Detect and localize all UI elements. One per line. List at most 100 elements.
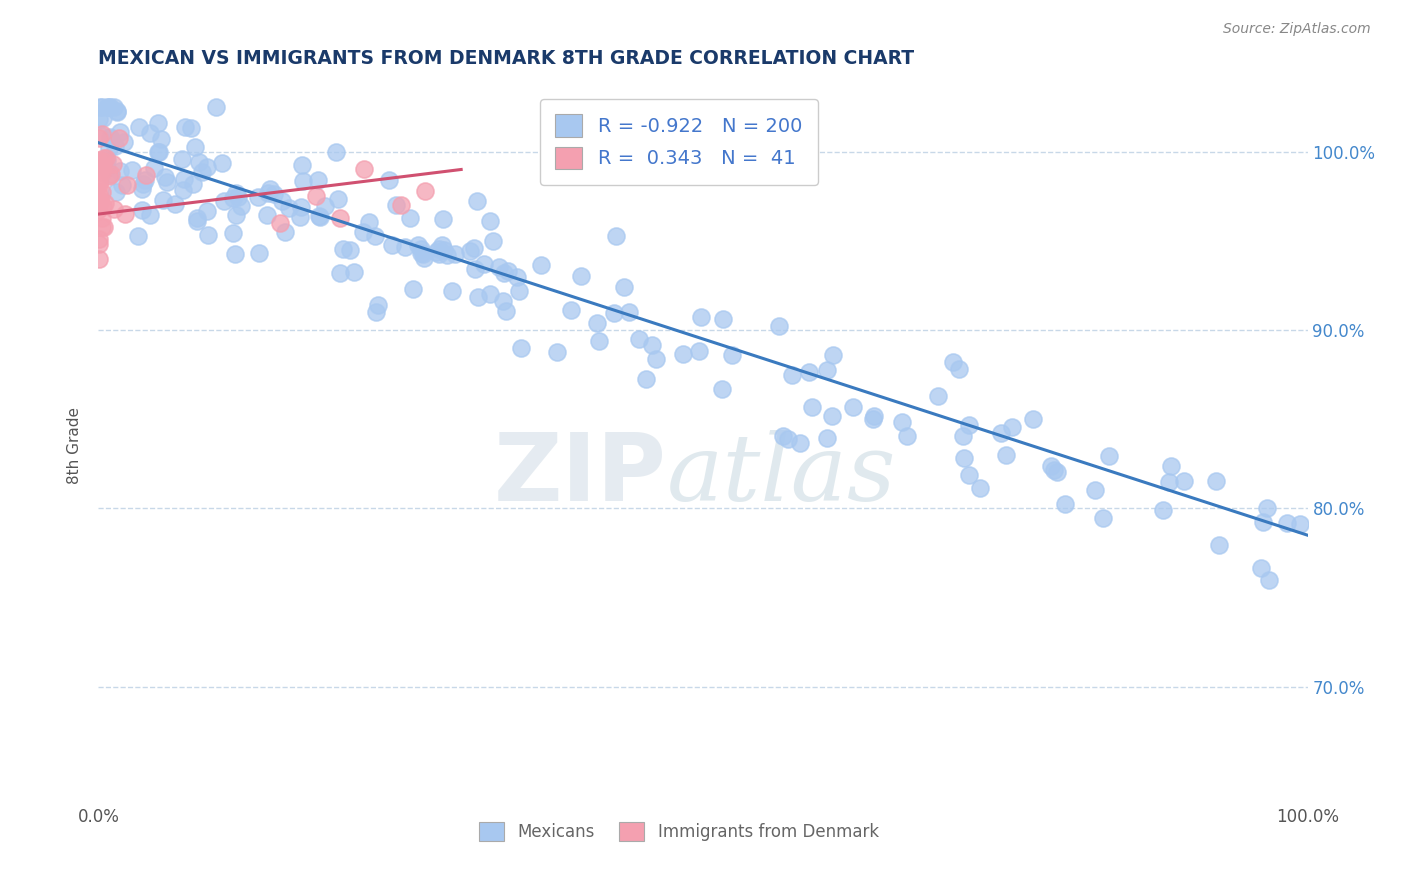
Point: [605, 229, 627, 244]
Point: [87, 175, 110, 189]
Point: [229, 199, 252, 213]
Point: [546, 344, 568, 359]
Point: [148, 145, 170, 160]
Point: [481, 235, 503, 249]
Point: [222, 226, 245, 240]
Point: [94, 196, 117, 211]
Point: [128, 120, 150, 135]
Point: [172, 183, 194, 197]
Point: [127, 228, 149, 243]
Point: [173, 171, 195, 186]
Point: [183, 177, 205, 191]
Point: [990, 425, 1012, 440]
Point: [464, 261, 486, 276]
Point: [87, 178, 110, 192]
Point: [259, 182, 281, 196]
Point: [90, 185, 112, 199]
Point: [458, 244, 481, 258]
Point: [381, 238, 404, 252]
Point: [440, 284, 463, 298]
Point: [186, 214, 208, 228]
Point: [256, 208, 278, 222]
Point: [134, 173, 156, 187]
Point: [107, 104, 129, 119]
Point: [569, 268, 592, 283]
Point: [430, 238, 453, 252]
Point: [613, 279, 636, 293]
Point: [180, 121, 202, 136]
Point: [87, 153, 110, 168]
Point: [135, 168, 157, 182]
Point: [222, 190, 245, 204]
Point: [110, 125, 132, 139]
Point: [603, 306, 626, 320]
Point: [406, 238, 429, 252]
Point: [427, 242, 450, 256]
Point: [103, 157, 125, 171]
Point: [326, 192, 349, 206]
Point: [711, 311, 734, 326]
Point: [799, 365, 821, 379]
Point: [186, 211, 208, 225]
Point: [433, 243, 456, 257]
Point: [270, 194, 292, 208]
Point: [87, 236, 110, 251]
Point: [1277, 516, 1299, 530]
Point: [91, 211, 114, 225]
Point: [274, 225, 297, 239]
Point: [112, 135, 135, 149]
Point: [90, 160, 112, 174]
Point: [1046, 466, 1069, 480]
Point: [325, 145, 347, 159]
Point: [412, 246, 434, 260]
Point: [98, 130, 121, 145]
Point: [89, 100, 111, 114]
Point: [820, 409, 842, 423]
Point: [411, 242, 433, 256]
Point: [1173, 475, 1195, 489]
Point: [105, 105, 128, 120]
Point: [91, 154, 114, 169]
Point: [530, 258, 553, 272]
Point: [305, 189, 328, 203]
Point: [98, 100, 121, 114]
Point: [89, 159, 111, 173]
Point: [114, 207, 136, 221]
Point: [111, 178, 134, 192]
Point: [108, 164, 131, 178]
Point: [815, 363, 838, 377]
Point: [353, 162, 375, 177]
Point: [89, 112, 111, 127]
Point: [90, 159, 112, 173]
Point: [89, 252, 111, 266]
Point: [510, 342, 533, 356]
Point: [156, 175, 179, 189]
Point: [394, 240, 416, 254]
Point: [402, 282, 425, 296]
Point: [495, 304, 517, 318]
Point: [432, 211, 454, 226]
Point: [98, 168, 121, 182]
Point: [184, 140, 207, 154]
Point: [1250, 560, 1272, 574]
Point: [98, 132, 121, 146]
Point: [1208, 538, 1230, 552]
Point: [263, 186, 285, 201]
Point: [1160, 459, 1182, 474]
Point: [93, 220, 115, 235]
Point: [332, 242, 354, 256]
Point: [1157, 475, 1180, 489]
Point: [634, 372, 657, 386]
Point: [1097, 449, 1119, 463]
Point: [90, 100, 112, 114]
Point: [205, 100, 228, 114]
Point: [399, 211, 422, 225]
Point: [789, 435, 811, 450]
Point: [224, 247, 246, 261]
Point: [211, 156, 233, 170]
Point: [89, 193, 111, 207]
Point: [108, 131, 131, 145]
Point: [308, 209, 330, 223]
Point: [352, 225, 374, 239]
Point: [214, 194, 236, 208]
